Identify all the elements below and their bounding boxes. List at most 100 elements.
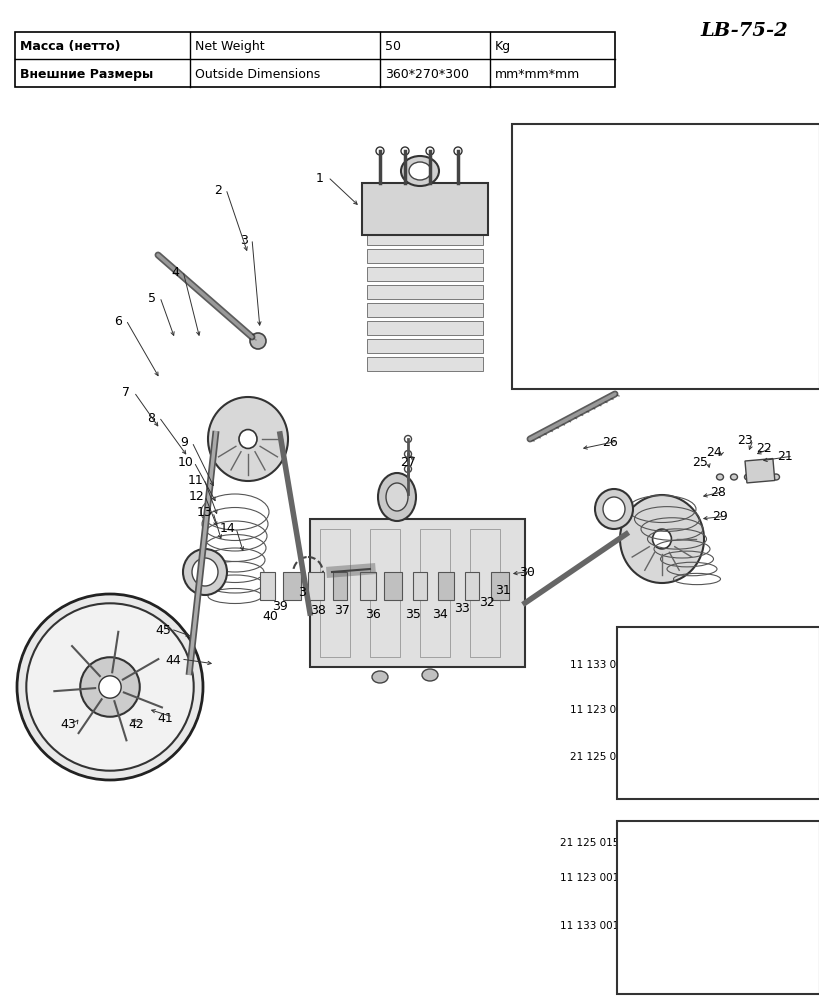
Ellipse shape bbox=[772, 475, 780, 481]
Ellipse shape bbox=[386, 484, 408, 511]
Bar bbox=[367, 358, 483, 372]
Text: 42: 42 bbox=[128, 716, 144, 729]
Bar bbox=[384, 572, 402, 600]
Bar bbox=[491, 572, 509, 600]
Bar bbox=[695, 741, 765, 762]
Ellipse shape bbox=[239, 430, 257, 449]
Ellipse shape bbox=[595, 490, 633, 529]
Bar bbox=[283, 572, 301, 600]
Text: Net Weight: Net Weight bbox=[195, 40, 265, 53]
Text: 4: 4 bbox=[171, 266, 179, 279]
Ellipse shape bbox=[405, 451, 411, 458]
Bar bbox=[367, 322, 483, 336]
Ellipse shape bbox=[405, 436, 411, 443]
Ellipse shape bbox=[735, 256, 743, 264]
Text: 5: 5 bbox=[148, 292, 156, 305]
Text: 26: 26 bbox=[602, 435, 618, 448]
Text: 15: 15 bbox=[522, 155, 538, 168]
Bar bbox=[367, 304, 483, 318]
Ellipse shape bbox=[565, 299, 619, 312]
Text: 1: 1 bbox=[316, 171, 324, 184]
Bar bbox=[627, 874, 775, 886]
Text: Outside Dimensions: Outside Dimensions bbox=[195, 67, 320, 80]
Ellipse shape bbox=[772, 644, 777, 650]
Text: 41: 41 bbox=[157, 710, 173, 723]
Text: 6: 6 bbox=[114, 315, 122, 328]
Ellipse shape bbox=[372, 671, 388, 683]
Bar bbox=[367, 340, 483, 354]
Text: 21 125 014: 21 125 014 bbox=[570, 752, 629, 762]
Text: 11 133 001: 11 133 001 bbox=[560, 920, 619, 930]
Text: 23: 23 bbox=[737, 434, 753, 447]
Text: 34: 34 bbox=[432, 607, 448, 620]
Text: 25: 25 bbox=[692, 456, 708, 469]
Text: 21 125 014: 21 125 014 bbox=[756, 783, 815, 793]
Text: Масса (нетто): Масса (нетто) bbox=[20, 40, 120, 53]
Ellipse shape bbox=[565, 321, 619, 334]
Bar bbox=[362, 183, 488, 235]
Bar bbox=[438, 572, 454, 600]
Bar bbox=[360, 572, 376, 600]
Text: mm*mm*mm: mm*mm*mm bbox=[495, 67, 580, 80]
Text: Kg: Kg bbox=[495, 40, 511, 53]
Ellipse shape bbox=[653, 530, 672, 549]
Ellipse shape bbox=[26, 603, 194, 771]
Bar bbox=[465, 572, 479, 600]
Text: 14: 14 bbox=[220, 522, 236, 535]
Bar bbox=[745, 459, 775, 483]
Ellipse shape bbox=[744, 475, 752, 481]
Text: 11 133 001: 11 133 001 bbox=[570, 659, 629, 669]
Text: 22: 22 bbox=[756, 442, 771, 455]
FancyBboxPatch shape bbox=[666, 654, 690, 696]
Text: 44: 44 bbox=[165, 653, 181, 666]
Text: 13: 13 bbox=[197, 506, 213, 519]
Bar bbox=[420, 529, 450, 657]
Bar bbox=[695, 714, 765, 734]
Bar bbox=[367, 286, 483, 300]
Text: 18: 18 bbox=[609, 148, 625, 161]
Text: 3: 3 bbox=[298, 585, 306, 598]
Ellipse shape bbox=[401, 157, 439, 186]
Ellipse shape bbox=[405, 466, 411, 473]
Text: 31: 31 bbox=[495, 583, 511, 596]
Ellipse shape bbox=[250, 334, 266, 350]
Text: 11: 11 bbox=[188, 473, 204, 486]
Bar bbox=[15, 33, 615, 88]
Text: 10: 10 bbox=[178, 456, 194, 469]
Text: 21: 21 bbox=[777, 450, 793, 463]
Bar bbox=[320, 529, 350, 657]
Bar bbox=[413, 572, 427, 600]
Ellipse shape bbox=[786, 888, 804, 910]
Bar bbox=[564, 310, 620, 370]
Text: 28: 28 bbox=[710, 485, 726, 498]
Bar bbox=[695, 684, 765, 706]
Ellipse shape bbox=[422, 669, 438, 681]
Ellipse shape bbox=[401, 148, 409, 156]
Ellipse shape bbox=[426, 148, 434, 156]
Ellipse shape bbox=[565, 332, 619, 344]
Ellipse shape bbox=[731, 475, 737, 481]
Text: 360*270*300: 360*270*300 bbox=[385, 67, 469, 80]
Ellipse shape bbox=[735, 266, 743, 274]
Ellipse shape bbox=[620, 496, 704, 583]
Bar bbox=[367, 231, 483, 245]
Text: 21 125 015: 21 125 015 bbox=[756, 979, 815, 989]
Ellipse shape bbox=[669, 256, 678, 265]
Text: 21 125 015: 21 125 015 bbox=[560, 837, 619, 847]
Ellipse shape bbox=[717, 475, 723, 481]
Bar bbox=[512, 125, 819, 390]
Bar bbox=[260, 572, 275, 600]
Bar bbox=[367, 249, 483, 264]
Text: 30: 30 bbox=[519, 565, 535, 578]
Text: 38: 38 bbox=[310, 603, 326, 616]
Ellipse shape bbox=[669, 266, 678, 275]
Text: 3: 3 bbox=[240, 233, 248, 246]
Ellipse shape bbox=[732, 278, 746, 292]
Bar bbox=[627, 857, 772, 869]
Ellipse shape bbox=[758, 475, 766, 481]
Text: 27: 27 bbox=[400, 455, 416, 468]
Bar bbox=[617, 822, 819, 994]
Text: 11 123 001: 11 123 001 bbox=[560, 872, 619, 882]
Text: 8: 8 bbox=[147, 411, 155, 424]
Ellipse shape bbox=[183, 549, 227, 595]
